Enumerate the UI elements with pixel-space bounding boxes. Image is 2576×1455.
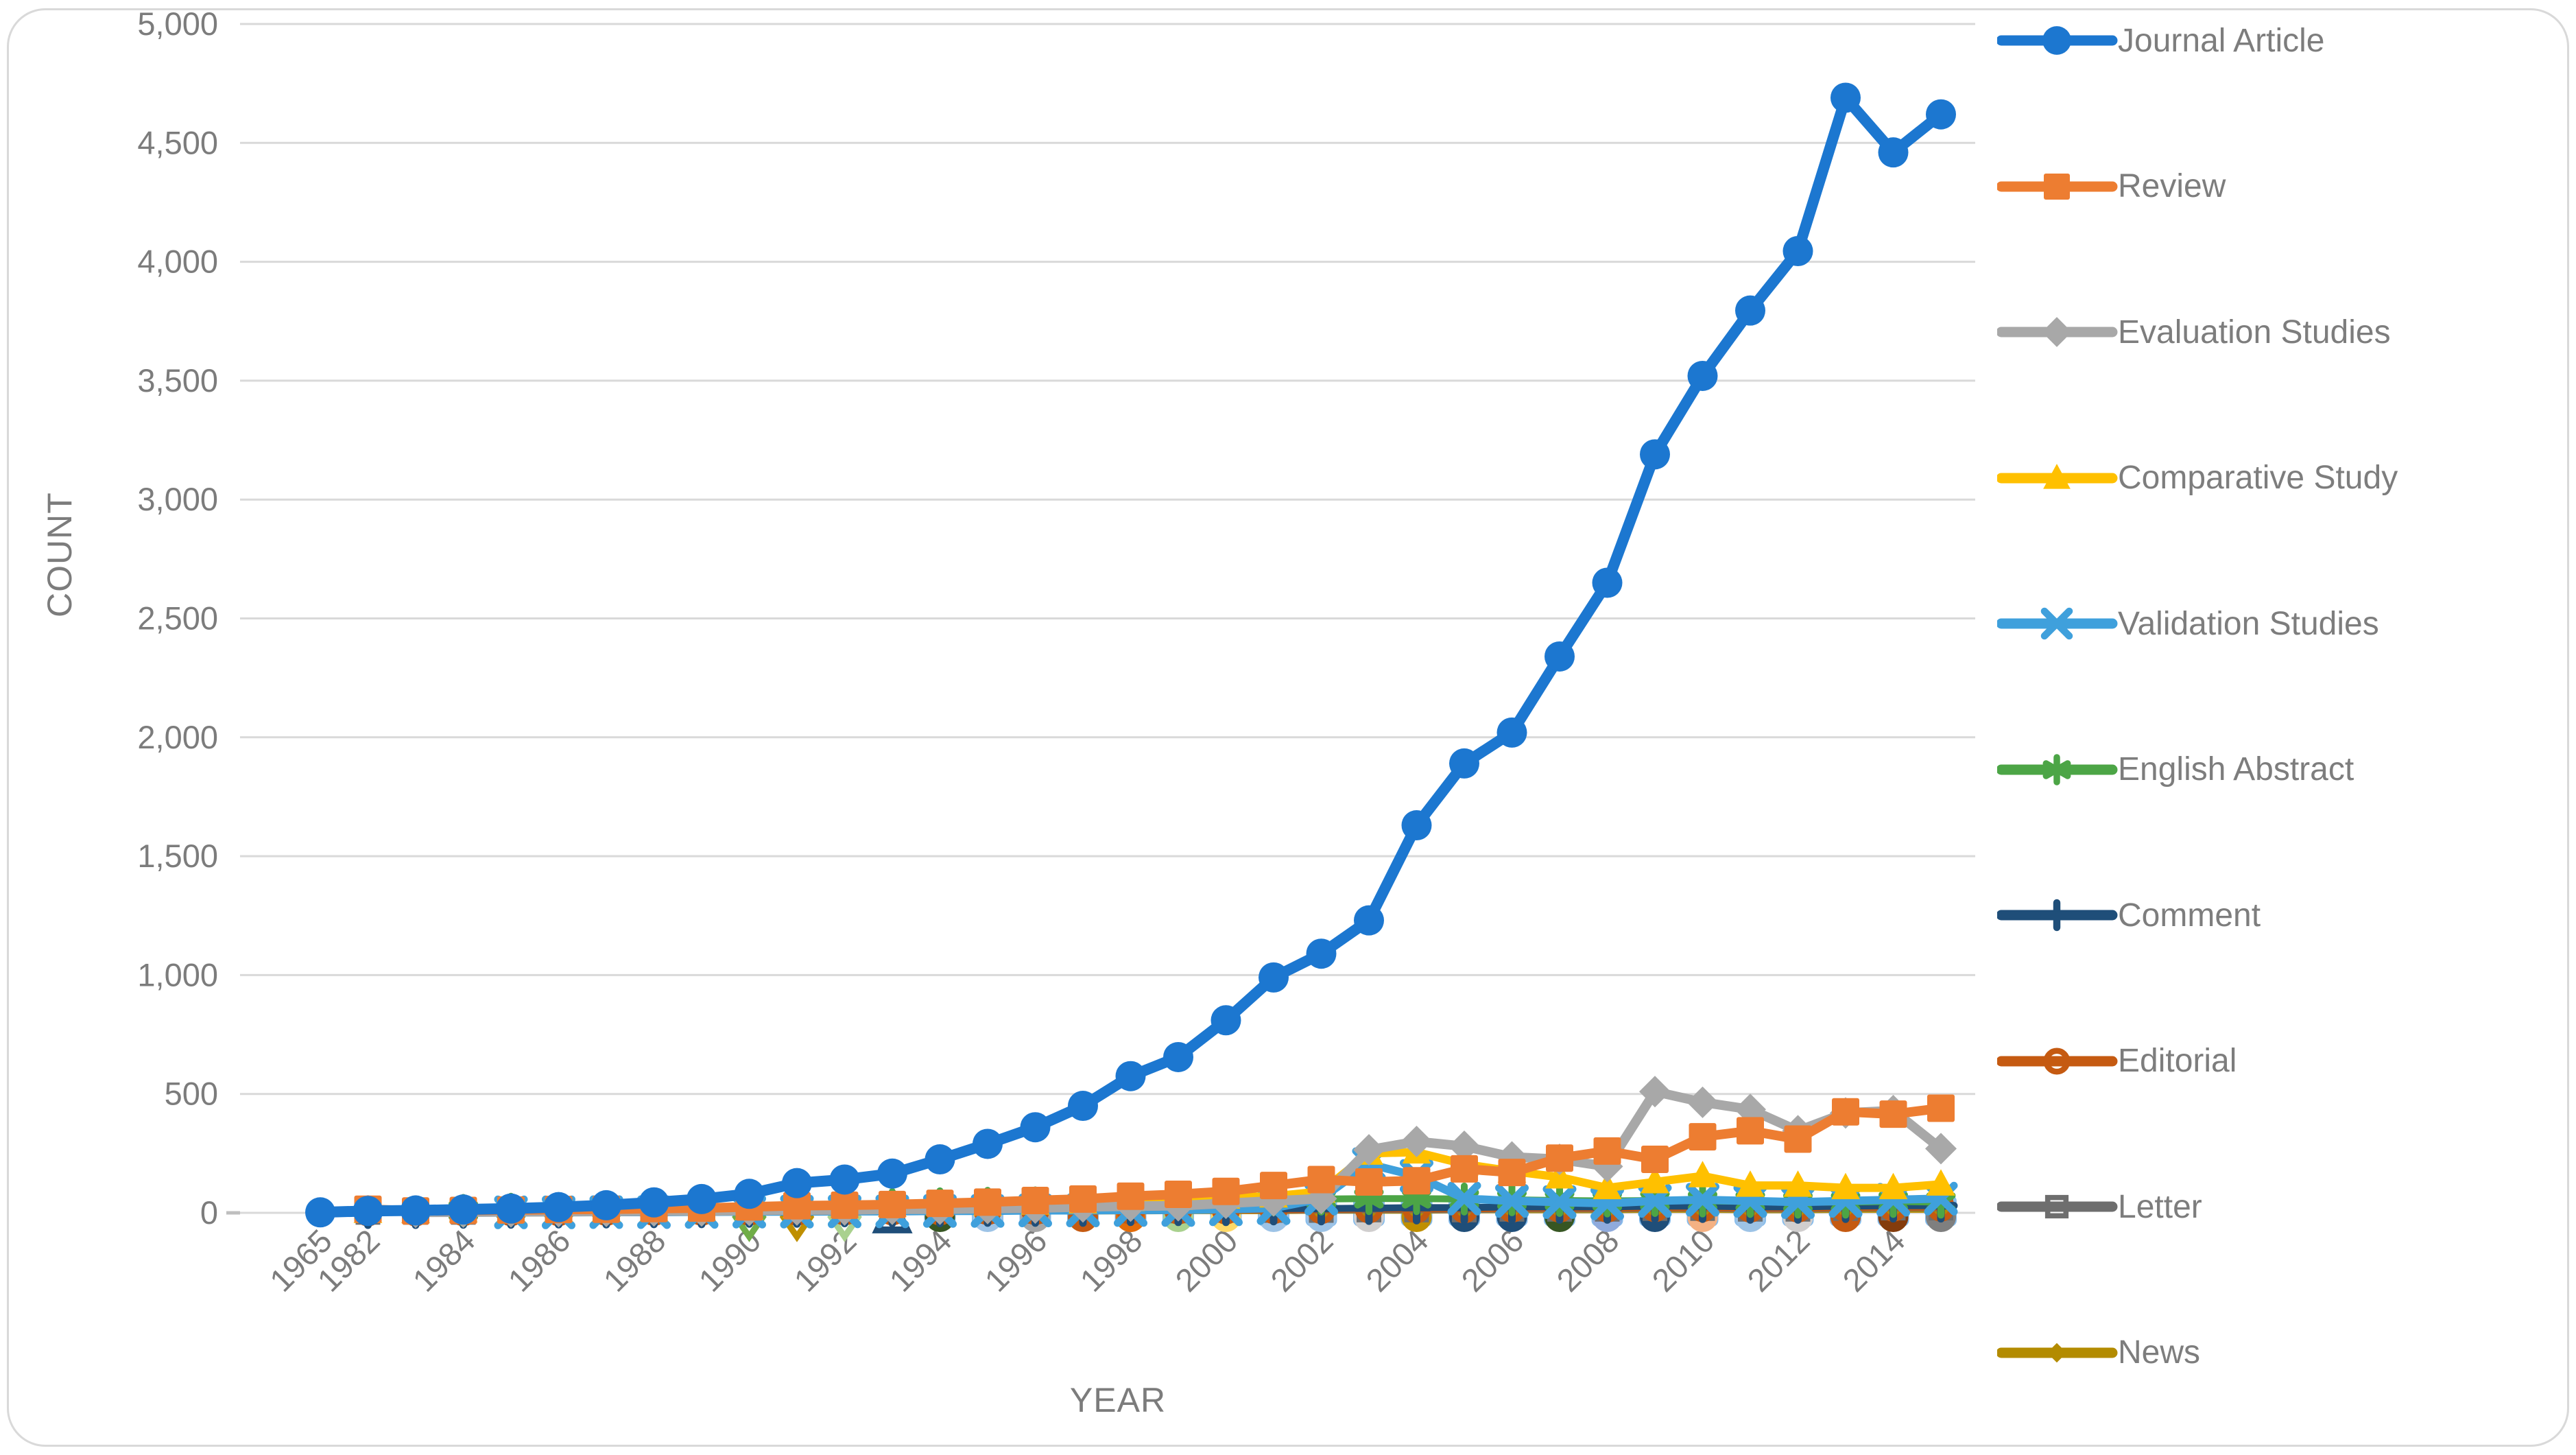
legend-label: Comparative Study <box>2118 460 2398 497</box>
y-axis-title: COUNT <box>40 492 79 617</box>
legend-label: Letter <box>2118 1188 2202 1225</box>
svg-text:2,000: 2,000 <box>137 719 218 755</box>
legend: Journal Article Review Evaluation Studie… <box>1997 19 2560 1374</box>
svg-text:3,500: 3,500 <box>137 362 218 399</box>
svg-text:1,000: 1,000 <box>137 956 218 993</box>
legend-marker-editorial <box>1997 1048 2118 1075</box>
legend-item-validation-studies: Validation Studies <box>1997 602 2560 645</box>
legend-item-editorial: Editorial <box>1997 1040 2560 1083</box>
legend-label: Review <box>2118 168 2226 205</box>
legend-item-letter: Letter <box>1997 1185 2560 1228</box>
svg-text:1986: 1986 <box>501 1222 577 1299</box>
svg-text:1984: 1984 <box>405 1222 481 1299</box>
svg-text:4,000: 4,000 <box>137 244 218 280</box>
svg-text:0: 0 <box>200 1194 218 1231</box>
legend-item-journal-article: Journal Article <box>1997 19 2560 62</box>
svg-text:2006: 2006 <box>1454 1222 1530 1299</box>
legend-marker-english-abstract <box>1997 753 2118 785</box>
legend-label: Comment <box>2118 897 2261 934</box>
legend-item-news: News <box>1997 1332 2560 1374</box>
svg-text:500: 500 <box>165 1076 218 1112</box>
svg-text:2012: 2012 <box>1740 1222 1816 1299</box>
svg-text:2008: 2008 <box>1549 1222 1625 1299</box>
svg-text:4,500: 4,500 <box>137 124 218 161</box>
legend-item-comment: Comment <box>1997 894 2560 936</box>
svg-text:1990: 1990 <box>691 1222 767 1299</box>
legend-marker-validation-studies <box>1997 607 2118 640</box>
legend-label: News <box>2118 1334 2201 1371</box>
svg-text:2002: 2002 <box>1263 1222 1339 1299</box>
series-journal-article <box>305 82 1956 1228</box>
legend-item-english-abstract: English Abstract <box>1997 748 2560 791</box>
x-axis-title: YEAR <box>1069 1381 1167 1419</box>
svg-text:1994: 1994 <box>882 1222 958 1299</box>
y-tick-labels: 0 500 1,000 1,500 2,000 2,500 3,000 3,500 4,000 4… <box>137 5 218 1231</box>
legend-label: Evaluation Studies <box>2118 314 2391 351</box>
legend-marker-journal-article <box>1997 26 2118 55</box>
legend-label: English Abstract <box>2118 751 2354 788</box>
legend-marker-news <box>1997 1342 2118 1363</box>
svg-text:1988: 1988 <box>596 1222 672 1299</box>
legend-label: Journal Article <box>2118 22 2325 59</box>
legend-label: Editorial <box>2118 1043 2237 1080</box>
legend-marker-evaluation-studies <box>1997 317 2118 347</box>
svg-text:1998: 1998 <box>1073 1222 1149 1299</box>
legend-marker-comparative-study <box>1997 463 2118 489</box>
legend-item-evaluation-studies: Evaluation Studies <box>1997 311 2560 353</box>
gridlines <box>226 23 1975 1215</box>
legend-item-comparative-study: Comparative Study <box>1997 457 2560 499</box>
legend-marker-letter <box>1997 1195 2118 1219</box>
svg-text:2004: 2004 <box>1359 1222 1435 1299</box>
svg-text:5,000: 5,000 <box>137 5 218 42</box>
svg-text:2014: 2014 <box>1835 1222 1911 1299</box>
legend-marker-comment <box>1997 899 2118 932</box>
svg-text:2,500: 2,500 <box>137 600 218 637</box>
svg-text:1,500: 1,500 <box>137 838 218 874</box>
legend-label: Validation Studies <box>2118 605 2379 642</box>
legend-marker-review <box>1997 173 2118 200</box>
svg-text:1996: 1996 <box>977 1222 1053 1299</box>
svg-text:2010: 2010 <box>1645 1222 1721 1299</box>
svg-text:3,000: 3,000 <box>137 481 218 517</box>
legend-item-review: Review <box>1997 165 2560 208</box>
svg-text:2000: 2000 <box>1168 1222 1244 1299</box>
